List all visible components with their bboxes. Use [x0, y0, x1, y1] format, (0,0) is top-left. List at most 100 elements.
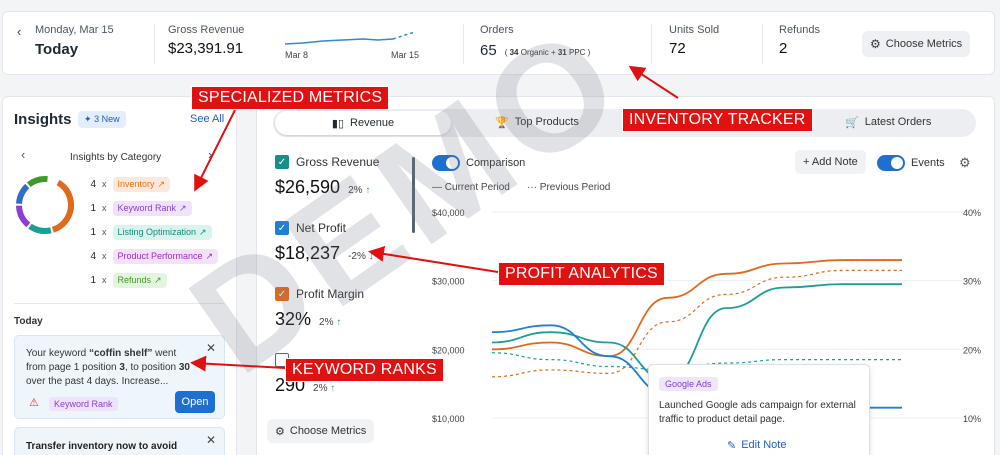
- category-count: 4: [90, 178, 96, 190]
- tab-label: Top Products: [514, 116, 579, 128]
- category-label: Product Performance: [117, 251, 203, 261]
- orders-value: 65: [480, 42, 497, 59]
- units-sold-value: 72: [669, 40, 686, 57]
- note-text: Launched Google ads campaign for externa…: [659, 400, 856, 425]
- y-right-tick-label: 30%: [963, 277, 981, 287]
- new-badge[interactable]: ✦ 3 New: [78, 111, 126, 128]
- category-badge[interactable]: Product Performance ↗: [112, 248, 219, 264]
- y-right-tick-label: 40%: [963, 208, 981, 218]
- refunds-label: Refunds: [779, 24, 820, 36]
- tab-latest-orders[interactable]: 🛒 Latest Orders: [845, 116, 931, 129]
- choose-metrics-label: Choose Metrics: [885, 38, 963, 50]
- orders-label: Orders: [480, 24, 514, 36]
- category-row[interactable]: 4 x Product Performance ↗: [88, 244, 219, 268]
- series-line: [491, 352, 902, 371]
- category-row[interactable]: 1 x Keyword Rank ↗: [88, 196, 218, 220]
- main-panel: ▮▯ Revenue 🏆 Top Products 🛒 Latest Orders ✓…: [256, 96, 995, 455]
- orders-stat[interactable]: Orders 65 ( 34 Organic + 31 PPC ): [480, 24, 640, 88]
- close-icon[interactable]: ✕: [205, 433, 216, 447]
- category-count: 4: [90, 250, 96, 262]
- metric-item[interactable]: ✓ Net Profit $18,237 -2% ↓: [275, 221, 374, 264]
- category-label: Refunds: [117, 275, 152, 285]
- gear-icon[interactable]: ⚙: [959, 155, 971, 170]
- tab-label: Revenue: [350, 117, 395, 129]
- times-sign: x: [102, 251, 107, 261]
- y-tick-label: $30,000: [432, 277, 465, 287]
- category-badge[interactable]: Keyword Rank ↗: [112, 200, 192, 216]
- times-sign: x: [102, 275, 107, 285]
- chevron-left-icon[interactable]: ‹: [17, 24, 22, 39]
- scrollbar[interactable]: [412, 157, 415, 233]
- y-tick-label: $10,000: [432, 414, 465, 424]
- edit-note-button[interactable]: ✎ Edit Note: [727, 439, 786, 452]
- revenue-chart: $40,000 40% $30,000 30% $20,000 20% $10,000 10%: [432, 208, 981, 424]
- category-row[interactable]: 4 x Inventory ↗: [88, 172, 218, 196]
- gross-revenue-stat[interactable]: Gross Revenue $23,391.91: [168, 24, 244, 88]
- sparkle-icon: ✦: [84, 114, 92, 124]
- arrow-up-right-icon: ↗: [199, 226, 207, 237]
- events-toggle[interactable]: Events: [877, 155, 945, 171]
- refunds-stat[interactable]: Refunds 2: [779, 24, 820, 88]
- metric-label: Gross Revenue: [296, 155, 380, 169]
- category-badge[interactable]: Listing Optimization ↗: [112, 224, 212, 240]
- toggle-switch[interactable]: [432, 155, 460, 171]
- checkbox[interactable]: ✓: [275, 155, 289, 169]
- divider: [651, 24, 652, 64]
- category-badge[interactable]: Refunds ↗: [112, 272, 167, 288]
- see-all-link[interactable]: See All: [190, 113, 225, 125]
- date-title: Today: [35, 41, 79, 58]
- legend-current: — Current Period: [432, 182, 510, 193]
- gear-icon: ⚙: [275, 425, 285, 438]
- insight-card-title: Transfer inventory now to avoid: [26, 441, 178, 452]
- insight-card-keyword[interactable]: Your keyword “coffin shelf” went from pa…: [14, 335, 225, 419]
- choose-metrics-button[interactable]: ⚙ Choose Metrics: [862, 31, 971, 57]
- units-sold-label: Units Sold: [669, 24, 720, 36]
- metric-value: 32%: [275, 309, 312, 329]
- units-sold-stat[interactable]: Units Sold 72: [669, 24, 719, 88]
- divider: [762, 24, 763, 64]
- times-sign: x: [102, 203, 107, 213]
- comparison-toggle[interactable]: Comparison: [432, 155, 525, 171]
- tab-top-products[interactable]: 🏆 Top Products: [495, 116, 579, 129]
- open-button[interactable]: Open: [175, 391, 215, 413]
- choose-metrics-label: Choose Metrics: [289, 425, 367, 437]
- toggle-switch[interactable]: [877, 155, 905, 171]
- category-list: 4 x Inventory ↗ 1 x Keyword Rank ↗ 1 x Listing Opt…: [88, 172, 219, 292]
- annotation-keyword-ranks: KEYWORD RANKS: [285, 358, 444, 382]
- checkbox[interactable]: ✓: [275, 221, 289, 235]
- y-right-tick-label: 10%: [963, 414, 981, 424]
- date-day: Monday, Mar 15: [35, 24, 114, 36]
- legend-previous: ··· Previous Period: [527, 182, 611, 193]
- y-tick-label: $20,000: [432, 345, 465, 355]
- divider: [14, 303, 224, 304]
- category-row[interactable]: 1 x Refunds ↗: [88, 268, 218, 292]
- category-row[interactable]: 1 x Listing Optimization ↗: [88, 220, 218, 244]
- category-label: Inventory: [117, 179, 155, 189]
- gear-icon: ⚙: [870, 37, 881, 51]
- category-count: 1: [90, 274, 96, 286]
- checkbox[interactable]: ✓: [275, 287, 289, 301]
- category-label: Keyword Rank: [117, 203, 177, 213]
- chevron-right-icon[interactable]: ›: [208, 147, 213, 162]
- category-label: Listing Optimization: [117, 227, 197, 237]
- series-line: [491, 269, 902, 378]
- spark-end: Mar 15: [391, 50, 420, 60]
- close-icon[interactable]: ✕: [205, 341, 216, 355]
- metric-delta: 2% ↑: [319, 317, 342, 328]
- category-badge[interactable]: Inventory ↗: [112, 176, 171, 192]
- category-count: 1: [90, 226, 96, 238]
- bell-icon: ⚠: [29, 397, 39, 409]
- tab-label: Latest Orders: [864, 116, 932, 128]
- choose-metrics-button[interactable]: ⚙ Choose Metrics: [267, 419, 375, 443]
- metric-item[interactable]: ✓ Profit Margin 32% 2% ↑: [275, 287, 364, 330]
- tab-revenue[interactable]: ▮▯ Revenue: [275, 111, 451, 135]
- chevron-left-icon[interactable]: ‹: [21, 147, 26, 162]
- insight-card-inventory[interactable]: Transfer inventory now to avoid ✕: [14, 427, 225, 455]
- metric-item[interactable]: ✓ Gross Revenue $26,590 2% ↑: [275, 155, 379, 198]
- add-note-button[interactable]: + Add Note: [795, 150, 866, 174]
- annotation-inventory-tracker: INVENTORY TRACKER: [622, 108, 813, 132]
- metric-value: $26,590: [275, 177, 341, 197]
- tab-bar: ▮▯ Revenue 🏆 Top Products 🛒 Latest Orders: [273, 109, 976, 137]
- bar-chart-icon: ▮▯: [331, 117, 345, 130]
- series-line: [491, 259, 902, 358]
